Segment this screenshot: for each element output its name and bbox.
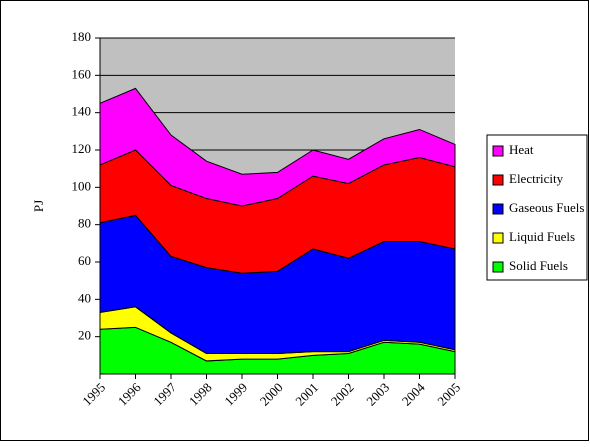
legend-swatch	[492, 145, 504, 157]
legend-swatch	[492, 232, 504, 244]
legend-box	[486, 134, 588, 281]
y-tick-label: 140	[72, 104, 92, 119]
y-axis-label: PJ	[31, 200, 46, 212]
area	[99, 87, 456, 207]
legend-label: Gaseous Fuels	[509, 200, 584, 215]
y-tick-label: 100	[72, 178, 92, 193]
legend-swatch	[492, 203, 504, 215]
legend-label: Liquid Fuels	[509, 229, 575, 244]
y-tick-label: 60	[78, 253, 91, 268]
y-tick-label: 20	[78, 328, 91, 343]
y-tick-label: 80	[78, 216, 91, 231]
legend-swatch	[492, 174, 504, 186]
legend-label: Electricity	[509, 171, 564, 186]
y-tick-label: 160	[72, 66, 92, 81]
y-tick-label: 180	[72, 29, 92, 44]
legend-label: Heat	[509, 142, 534, 157]
legend-swatch	[492, 261, 504, 273]
y-tick-label: 120	[72, 141, 92, 156]
legend-label: Solid Fuels	[509, 258, 568, 273]
y-tick-label: 40	[78, 290, 91, 305]
